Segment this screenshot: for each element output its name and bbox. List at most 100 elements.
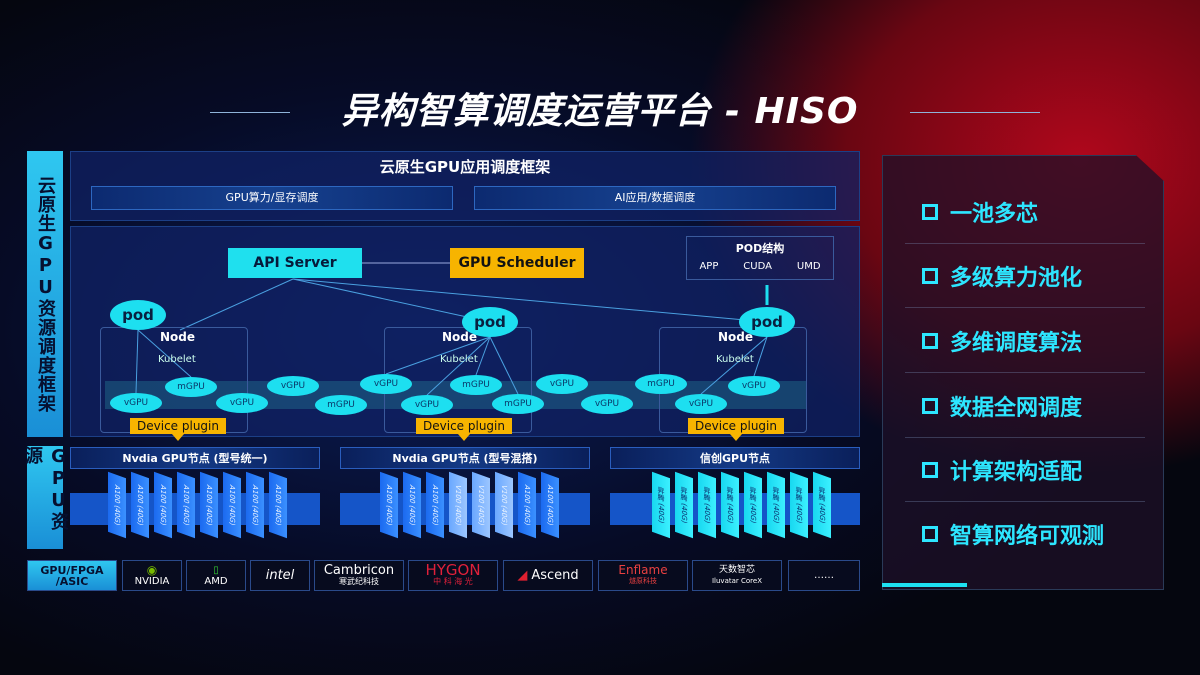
- gpu-card: A100 (40G): [246, 471, 264, 539]
- gpu-slice-ellipse: vGPU: [216, 393, 268, 413]
- node-label: Node: [718, 330, 754, 344]
- vendor-logo-nvidia: ◉ NVIDIA: [122, 560, 182, 591]
- title-deco-left: [210, 112, 290, 113]
- checkbox-icon: [922, 333, 938, 349]
- divider: [905, 243, 1145, 244]
- gpu-card: A100 (40G): [223, 471, 241, 539]
- gpu-card: 昇腾 (40G): [813, 471, 831, 539]
- divider: [905, 501, 1145, 502]
- gpu-card: 昇腾 (40G): [767, 471, 785, 539]
- checkbox-icon: [922, 204, 938, 220]
- gpu-cards-uniform: A100 (40G) A100 (40G) A100 (40G) A100 (40G)…: [108, 471, 287, 539]
- device-plugin-label: Device plugin: [688, 418, 784, 434]
- gpu-card: 昇腾 (40G): [652, 471, 670, 539]
- gpu-slice-ellipse: vGPU: [675, 394, 727, 414]
- gpu-slice-ellipse: vGPU: [267, 376, 319, 396]
- node-label: Node: [442, 330, 478, 344]
- gpu-card: 昇腾 (40G): [744, 471, 762, 539]
- gpu-compute-bar: GPU算力/显存调度: [91, 186, 453, 210]
- api-server-box: API Server: [228, 248, 362, 278]
- device-plugin-label: Device plugin: [416, 418, 512, 434]
- amd-chip-icon: ▯: [213, 564, 219, 576]
- gpu-card: 昇腾 (40G): [675, 471, 693, 539]
- vendor-logo-enflame: Enflame 燧原科技: [598, 560, 688, 591]
- sidebar-label-scheduling: 云原生GPU资源调度框架: [27, 151, 63, 437]
- node-label: Node: [160, 330, 196, 344]
- gpu-slice-ellipse: mGPU: [492, 394, 544, 414]
- gpu-slice-ellipse: vGPU: [401, 395, 453, 415]
- pod-ellipse: pod: [462, 307, 518, 337]
- gpu-slice-ellipse: vGPU: [536, 374, 588, 394]
- divider: [905, 437, 1145, 438]
- vendor-logo-intel: intel: [250, 560, 310, 591]
- feature-item: 数据全网调度: [922, 390, 1082, 422]
- page-title: 异构智算调度运营平台 - HISO: [341, 91, 859, 132]
- gpu-slice-ellipse: mGPU: [450, 375, 502, 395]
- pod-structure-title: POD结构: [735, 242, 785, 255]
- gpu-card: A100 (40G): [200, 471, 218, 539]
- feature-item: 智算网络可观测: [922, 518, 1104, 550]
- checkbox-icon: [922, 268, 938, 284]
- panel-accent-bar: [882, 583, 967, 587]
- pod-structure-item: APP: [699, 261, 719, 272]
- framework-title: 云原生GPU应用调度框架: [379, 158, 551, 176]
- device-plugin-label: Device plugin: [130, 418, 226, 434]
- pod-structure-box: POD结构 APP CUDA UMD: [686, 236, 834, 280]
- divider: [905, 372, 1145, 373]
- vendor-logo-amd: ▯ AMD: [186, 560, 246, 591]
- feature-item: 计算架构适配: [922, 454, 1082, 486]
- gpu-cards-xinchuang: 昇腾 (40G) 昇腾 (40G) 昇腾 (40G) 昇腾 (40G) 昇腾 (40G)…: [652, 471, 831, 539]
- gpu-slice-ellipse: mGPU: [635, 374, 687, 394]
- gpu-node-title-mixed: Nvdia GPU节点 (型号混搭): [340, 447, 590, 469]
- gpu-card: 昇腾 (40G): [790, 471, 808, 539]
- checkbox-icon: [922, 526, 938, 542]
- feature-item: 多维调度算法: [922, 325, 1082, 357]
- ascend-logo-icon: ◢: [517, 568, 528, 583]
- gpu-card: A100 (40G): [269, 471, 287, 539]
- gpu-card: A100 (40G): [154, 471, 172, 539]
- gpu-card: A100 (40G): [131, 471, 149, 539]
- pod-structure-item: UMD: [796, 261, 821, 272]
- gpu-card: A100 (40G): [108, 471, 126, 539]
- gpu-node-title-xinchuang: 信创GPU节点: [610, 447, 860, 469]
- gpu-slice-ellipse: vGPU: [728, 376, 780, 396]
- pod-structure-item: CUDA: [743, 261, 772, 272]
- gpu-card: A100 (40G): [426, 471, 444, 539]
- vendor-logo-iluvatar: 天数智芯 Iluvatar CoreX: [692, 560, 782, 591]
- gpu-card: 昇腾 (40G): [721, 471, 739, 539]
- kubelet-label: Kubelet: [440, 354, 478, 365]
- gpu-slice-ellipse: mGPU: [315, 395, 367, 415]
- gpu-card: A100 (40G): [177, 471, 195, 539]
- kubelet-label: Kubelet: [716, 354, 754, 365]
- nvidia-eye-icon: ◉: [146, 562, 158, 577]
- vendor-logo-hygon: HYGON 中 科 海 光: [408, 560, 498, 591]
- title-deco-right: [910, 112, 1040, 113]
- features-panel: [882, 155, 1164, 590]
- feature-item: 多级算力池化: [922, 260, 1082, 292]
- checkbox-icon: [922, 398, 938, 414]
- vendor-category-label: GPU/FPGA /ASIC: [27, 560, 117, 591]
- vendor-more: ……: [788, 560, 860, 591]
- divider: [905, 307, 1145, 308]
- vendor-logo-cambricon: Cambricon 寒武纪科技: [314, 560, 404, 591]
- kubelet-label: Kubelet: [158, 354, 196, 365]
- pod-ellipse: pod: [110, 300, 166, 330]
- ai-data-bar: AI应用/数据调度: [474, 186, 836, 210]
- gpu-card: A100 (40G): [518, 471, 536, 539]
- gpu-node-title-uniform: Nvdia GPU节点 (型号统一): [70, 447, 320, 469]
- vendor-logo-ascend: ◢ Ascend: [503, 560, 593, 591]
- gpu-card: V100 (40G): [449, 471, 467, 539]
- gpu-slice-ellipse: vGPU: [110, 393, 162, 413]
- feature-item: 一池多芯: [922, 196, 1038, 228]
- checkbox-icon: [922, 462, 938, 478]
- gpu-card: A100 (40G): [403, 471, 421, 539]
- gpu-scheduler-box: GPU Scheduler: [450, 248, 584, 278]
- gpu-card: A100 (40G): [541, 471, 559, 539]
- gpu-card: V100 (40G): [472, 471, 490, 539]
- gpu-slice-ellipse: mGPU: [165, 377, 217, 397]
- gpu-card: V100 (40G): [495, 471, 513, 539]
- gpu-slice-ellipse: vGPU: [360, 374, 412, 394]
- pod-ellipse: pod: [739, 307, 795, 337]
- gpu-card: 昇腾 (40G): [698, 471, 716, 539]
